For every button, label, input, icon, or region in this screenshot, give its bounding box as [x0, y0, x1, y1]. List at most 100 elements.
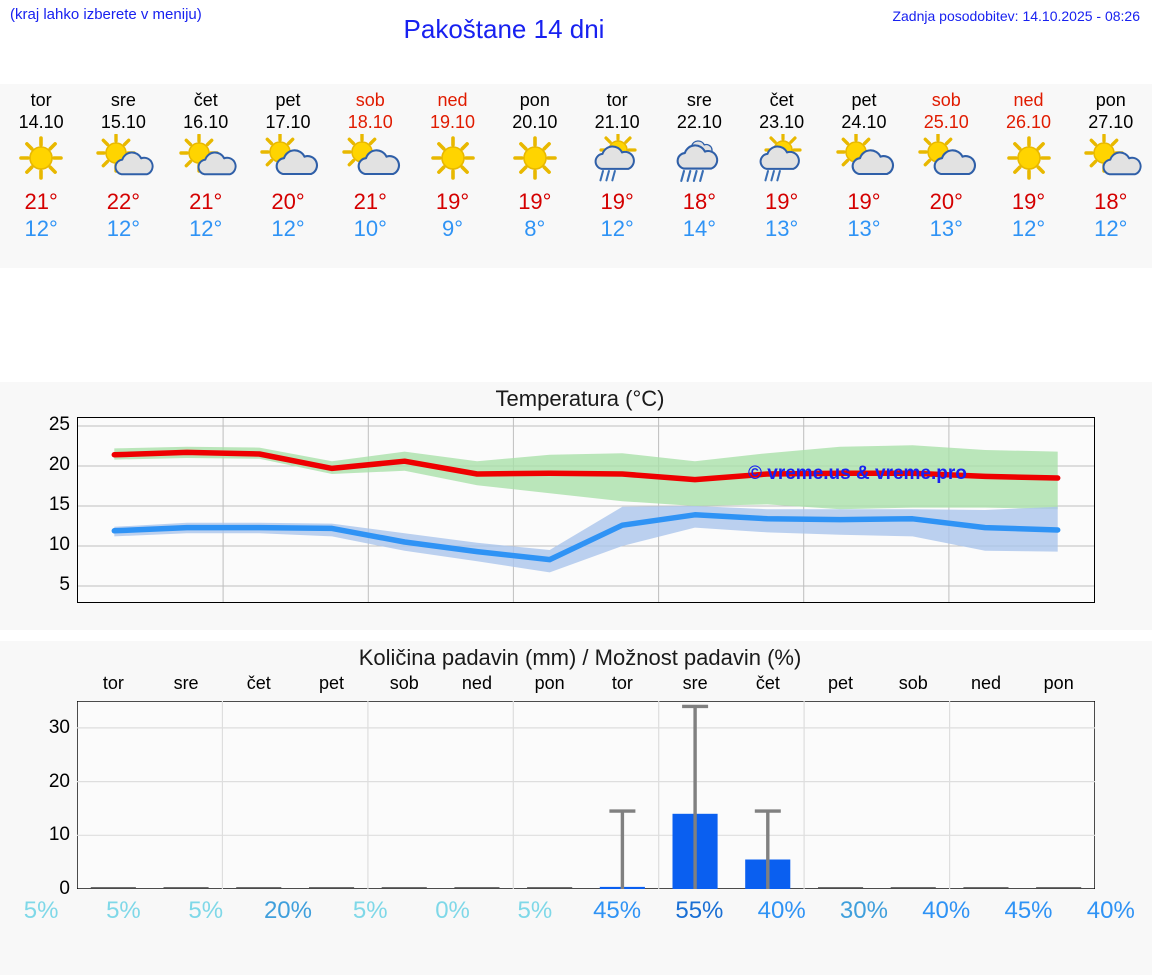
max-temperature-value: 19°	[435, 189, 470, 214]
watermark-text: © vreme.us & vreme.pro	[748, 463, 967, 484]
day-column[interactable]: pet 17.10 20° 12°	[247, 84, 329, 268]
cloud-sun-icon	[833, 134, 895, 186]
min-temperature-value: 13°	[847, 216, 881, 241]
temperature-chart-title: Temperatura (°C)	[495, 386, 665, 411]
precipitation-day-label: ned	[461, 673, 492, 693]
day-column[interactable]: čet 16.10 21° 12°	[165, 84, 247, 268]
precipitation-probability-value: 55%	[675, 897, 724, 924]
y-tick-label: 5	[59, 574, 70, 595]
page-title: Pakoštane 14 dni	[403, 14, 605, 44]
y-tick-label: 25	[48, 414, 70, 435]
day-date-label: 27.10	[1088, 112, 1134, 132]
day-date-label: 20.10	[512, 112, 558, 132]
day-column[interactable]: ned 19.10 19° 9°	[411, 84, 493, 268]
day-date-label: 14.10	[18, 112, 64, 132]
precipitation-chart-block: Količina padavin (mm) / Možnost padavin …	[0, 641, 1152, 975]
max-temperature-value: 20°	[929, 189, 963, 214]
max-temperature-value: 22°	[106, 189, 141, 214]
precipitation-probability-value: 40%	[922, 897, 971, 924]
day-column[interactable]: čet 23.10 19° 13°	[741, 84, 823, 268]
y-tick-label: 0	[59, 878, 70, 899]
max-temperature-value: 19°	[847, 189, 881, 214]
day-of-week-label: tor	[606, 90, 628, 110]
day-of-week-label: sob	[355, 90, 385, 110]
day-of-week-label: čet	[193, 90, 218, 110]
day-column[interactable]: tor 14.10 21° 12°	[0, 84, 82, 268]
day-column[interactable]: tor 21.10 19° 12°	[576, 84, 658, 268]
min-temperature-value: 12°	[106, 216, 141, 241]
day-of-week-label: pon	[1095, 90, 1126, 110]
precipitation-chart-title: Količina padavin (mm) / Možnost padavin …	[358, 645, 802, 670]
cloud-sun-icon	[339, 134, 401, 186]
sun-cloud-icon	[1080, 134, 1142, 186]
day-date-label: 17.10	[265, 112, 311, 132]
precipitation-probability-value: 45%	[593, 897, 642, 924]
precipitation-probability-value: 0%	[435, 897, 470, 924]
cloud-sun-icon	[915, 134, 977, 186]
day-column[interactable]: sre 22.10 18° 14°	[658, 84, 740, 268]
precipitation-probability-value: 40%	[757, 897, 806, 924]
sun-cloud-rain-icon	[751, 134, 813, 186]
temperature-chart-block: Temperatura (°C) 5 10 15 20 25	[0, 382, 1152, 630]
max-temperature-value: 19°	[518, 189, 552, 214]
day-of-week-label: pet	[851, 90, 877, 110]
precipitation-y-axis: 0 10 20 30	[20, 701, 70, 975]
max-temperature-value: 18°	[682, 189, 717, 214]
day-of-week-label: sre	[686, 90, 712, 110]
min-temperature-value: 8°	[524, 216, 546, 241]
day-of-week-label: sob	[931, 90, 961, 110]
day-date-label: 23.10	[759, 112, 805, 132]
precipitation-plot-area	[76, 700, 1096, 890]
cloud-rain-icon	[668, 134, 730, 186]
precipitation-day-label: sre	[682, 673, 708, 693]
temperature-y-axis: 5 10 15 20 25	[20, 414, 70, 603]
min-temperature-value: 12°	[271, 216, 305, 241]
min-temperature-value: 12°	[1094, 216, 1128, 241]
sun-icon	[10, 134, 72, 186]
max-temperature-value: 21°	[353, 189, 387, 214]
precipitation-probability-value: 5%	[517, 897, 553, 924]
day-date-label: 24.10	[841, 112, 887, 132]
precipitation-probability-value: 5%	[106, 897, 141, 924]
precipitation-day-label: tor	[611, 673, 633, 693]
day-of-week-label: ned	[1013, 90, 1044, 110]
y-tick-label: 20	[48, 454, 70, 475]
cloud-sun-icon	[257, 134, 319, 186]
day-of-week-label: čet	[769, 90, 794, 110]
min-temperature-value: 12°	[189, 216, 223, 241]
day-of-week-label: pet	[275, 90, 301, 110]
y-tick-label: 15	[48, 494, 70, 515]
sun-icon	[422, 134, 484, 186]
day-date-label: 16.10	[183, 112, 229, 132]
day-column[interactable]: sob 25.10 20° 13°	[905, 84, 987, 268]
day-column[interactable]: ned 26.10 19° 12°	[987, 84, 1069, 268]
y-tick-label: 10	[48, 824, 70, 846]
y-tick-label: 10	[48, 534, 70, 555]
sun-icon	[998, 134, 1060, 186]
precipitation-probability-value: 40%	[1086, 897, 1135, 924]
precipitation-day-labels: tor sre čet pet sob ned pon tor sre čet pet sob ned p…	[77, 673, 1095, 697]
temperature-plot-area	[77, 417, 1095, 603]
precipitation-day-label: pon	[1043, 673, 1074, 693]
day-column[interactable]: pon 20.10 19° 8°	[494, 84, 576, 268]
day-date-label: 19.10	[430, 112, 476, 132]
precipitation-day-label: ned	[970, 673, 1001, 693]
day-column[interactable]: pon 27.10 18° 12°	[1070, 84, 1152, 268]
max-temperature-value: 21°	[189, 189, 223, 214]
day-column[interactable]: sre 15.10 22° 12°	[82, 84, 164, 268]
day-column[interactable]: sob 18.10 21° 10°	[329, 84, 411, 268]
precipitation-day-label: pon	[534, 673, 565, 693]
day-date-label: 22.10	[676, 112, 722, 132]
max-temperature-value: 21°	[24, 189, 58, 214]
sun-cloud-icon	[92, 134, 154, 186]
precipitation-probability-value: 45%	[1004, 897, 1053, 924]
day-column[interactable]: pet 24.10 19° 13°	[823, 84, 905, 268]
precipitation-day-label: pet	[319, 673, 345, 693]
min-temperature-value: 13°	[765, 216, 799, 241]
day-date-label: 26.10	[1005, 112, 1052, 132]
min-temperature-value: 12°	[600, 216, 634, 241]
precipitation-probability-value: 5%	[23, 897, 59, 924]
day-date-label: 21.10	[594, 112, 640, 132]
min-temperature-value: 9°	[442, 216, 464, 241]
